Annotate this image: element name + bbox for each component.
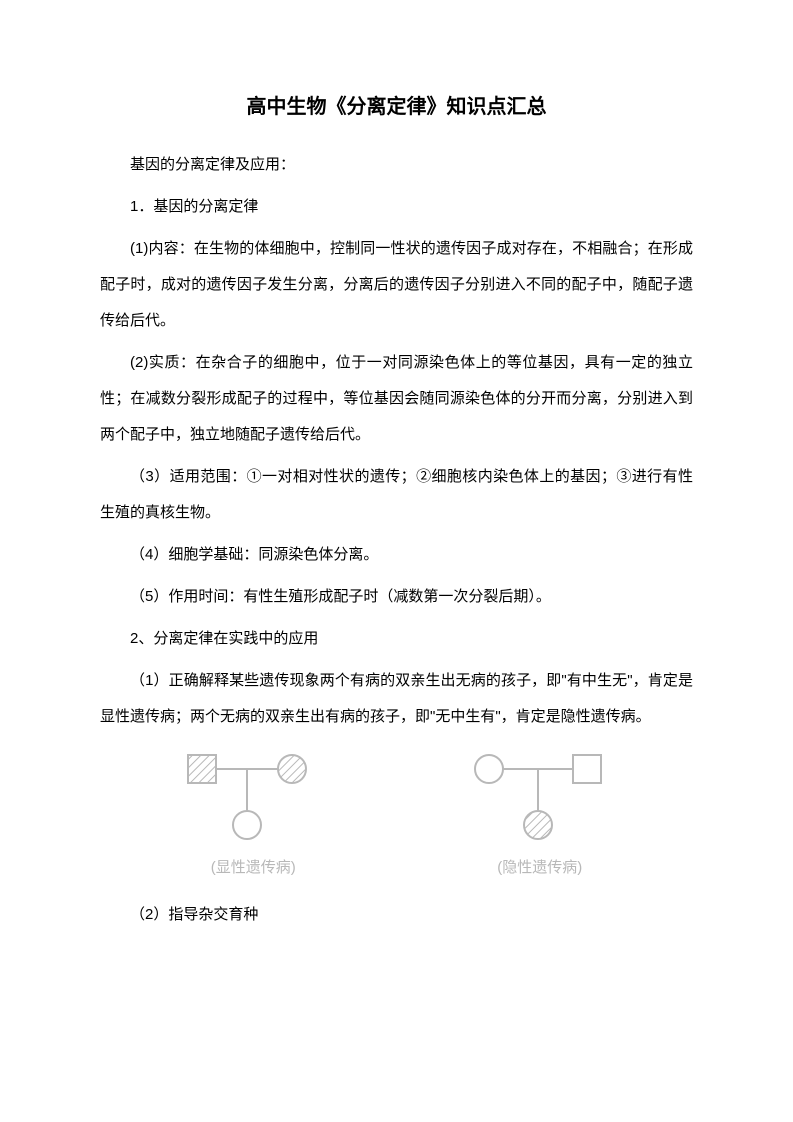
section-1-heading: 1．基因的分离定律	[100, 189, 693, 225]
scope-paragraph: （3）适用范围：①一对相对性状的遗传；②细胞核内染色体上的基因；③进行有性生殖的…	[100, 459, 693, 531]
recessive-caption: (隐性遗传病)	[497, 856, 582, 877]
section-2-heading: 2、分离定律在实践中的应用	[100, 621, 693, 657]
intro-paragraph: 基因的分离定律及应用：	[100, 147, 693, 183]
application-2-paragraph: （2）指导杂交育种	[100, 897, 693, 933]
timing-paragraph: （5）作用时间：有性生殖形成配子时（减数第一次分裂后期）。	[100, 579, 693, 615]
dominant-caption: (显性遗传病)	[211, 856, 296, 877]
application-1-paragraph: （1）正确解释某些遗传现象两个有病的双亲生出无病的孩子，即"有中生无"，肯定是显…	[100, 663, 693, 735]
recessive-pedigree-svg	[455, 745, 625, 850]
dominant-pedigree-svg	[168, 745, 338, 850]
cytology-paragraph: （4）细胞学基础：同源染色体分离。	[100, 537, 693, 573]
essence-paragraph: (2)实质：在杂合子的细胞中，位于一对同源染色体上的等位基因，具有一定的独立性；…	[100, 345, 693, 453]
page-title: 高中生物《分离定律》知识点汇总	[100, 90, 693, 119]
dominant-pedigree: (显性遗传病)	[168, 745, 338, 877]
content-paragraph: (1)内容：在生物的体细胞中，控制同一性状的遗传因子成对存在，不相融合；在形成配…	[100, 231, 693, 339]
pedigree-diagrams: (显性遗传病) (隐性遗传病)	[100, 745, 693, 877]
recessive-pedigree: (隐性遗传病)	[455, 745, 625, 877]
